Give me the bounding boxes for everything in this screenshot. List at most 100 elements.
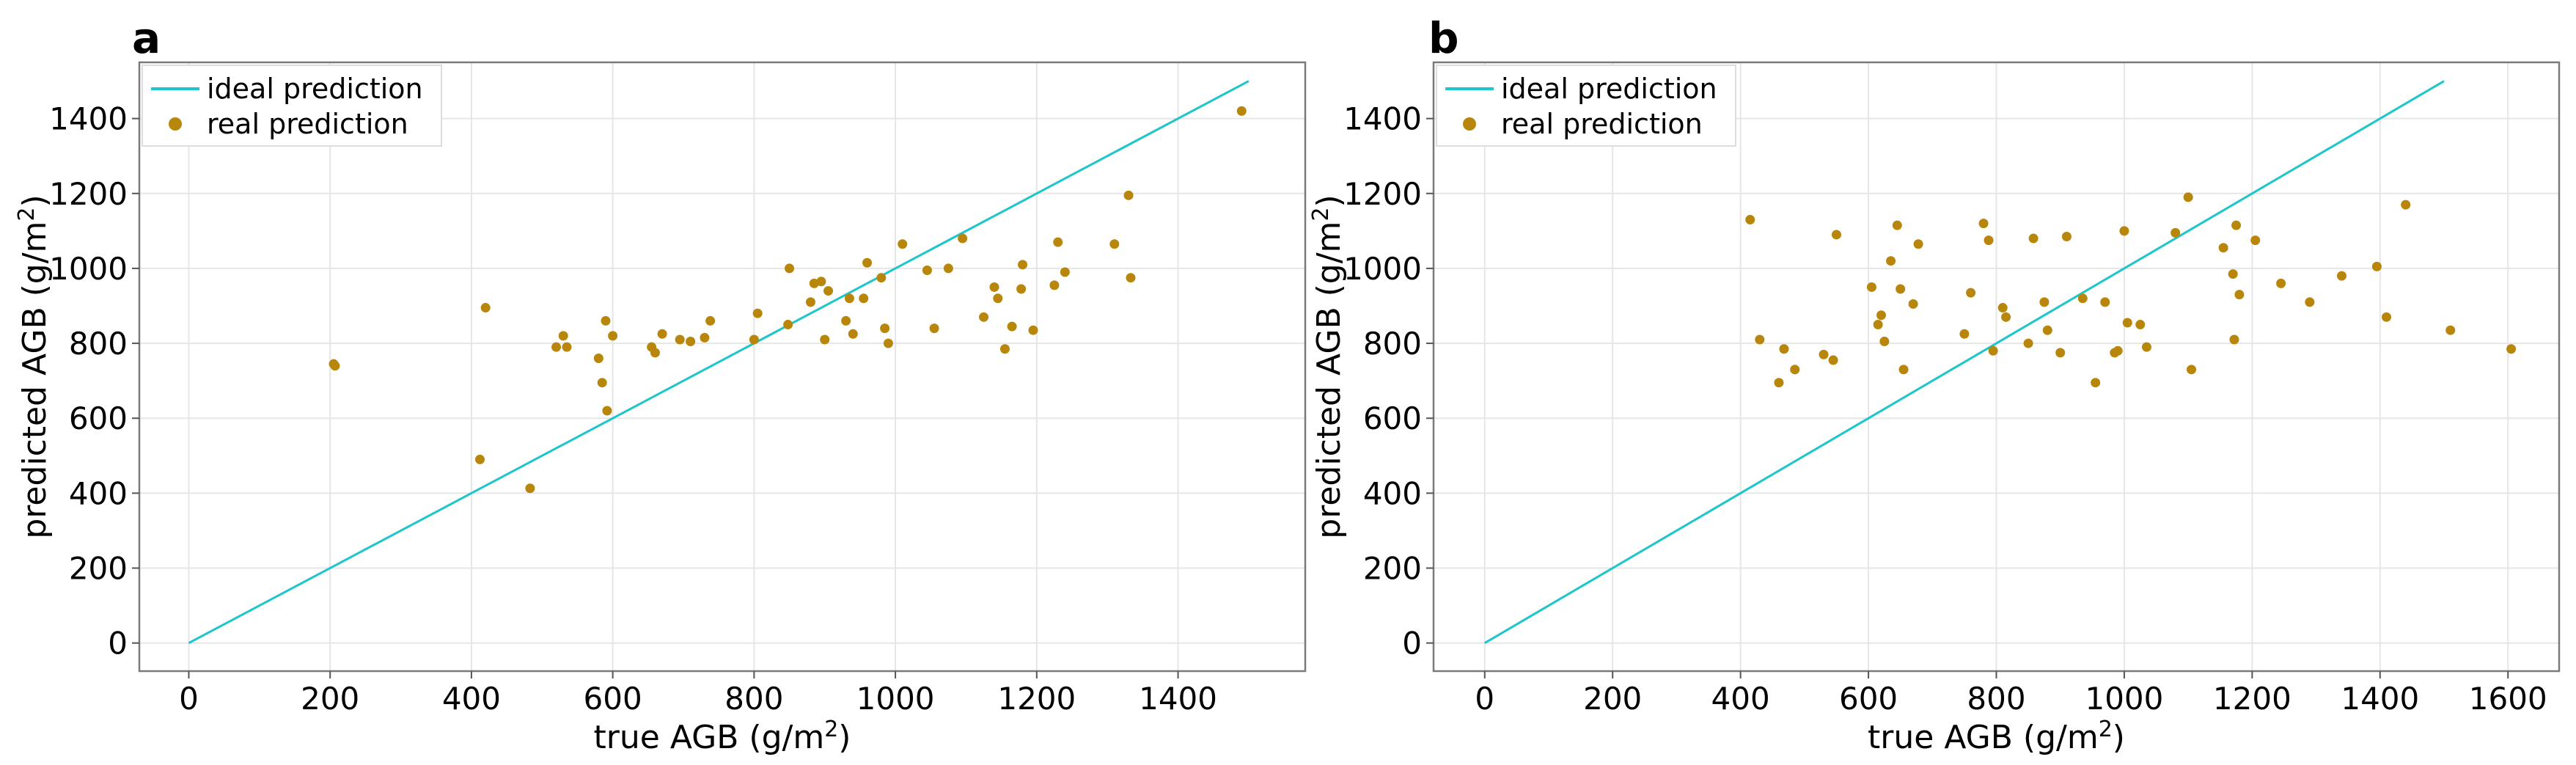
data-point <box>1018 260 1028 270</box>
data-point <box>601 315 611 326</box>
data-point <box>2023 338 2033 348</box>
data-point <box>979 312 989 322</box>
data-point <box>943 263 953 274</box>
data-point <box>993 293 1003 304</box>
data-point <box>1745 215 1755 225</box>
y-tick-label: 200 <box>69 551 128 587</box>
data-point <box>2039 297 2050 307</box>
ideal-prediction-line <box>1484 80 2445 644</box>
data-point <box>1831 230 1841 240</box>
data-point <box>2028 233 2039 244</box>
y-tick-label: 0 <box>108 626 128 662</box>
data-point <box>1959 329 1970 339</box>
data-point <box>1913 239 1923 249</box>
data-point <box>1007 321 1017 332</box>
data-point <box>876 273 887 283</box>
data-point <box>2382 312 2392 322</box>
x-tick-label: 0 <box>179 681 199 717</box>
data-point <box>1988 345 1998 356</box>
data-point <box>1966 288 1976 298</box>
y-tick-label: 600 <box>1363 400 1422 436</box>
legend-box <box>142 65 442 147</box>
data-point <box>2055 348 2066 358</box>
x-tick-label: 400 <box>1711 681 1770 717</box>
x-tick-label: 1400 <box>2341 681 2419 717</box>
data-point <box>848 329 858 339</box>
data-point <box>880 323 890 334</box>
data-point <box>2231 220 2242 230</box>
data-point <box>1828 355 1838 365</box>
data-point <box>749 334 759 345</box>
data-point <box>602 406 612 416</box>
data-point <box>2229 334 2239 345</box>
y-tick-label: 1200 <box>49 176 128 212</box>
data-point <box>330 361 340 371</box>
data-point <box>2276 278 2286 288</box>
data-point <box>686 337 696 347</box>
data-point <box>593 354 603 364</box>
x-tick-label: 1200 <box>997 681 1076 717</box>
x-axis-title: true AGB (g/m2) <box>594 717 851 756</box>
x-tick-label: 400 <box>442 681 501 717</box>
data-point <box>2183 192 2193 202</box>
data-point <box>2141 342 2151 352</box>
data-point <box>650 348 660 358</box>
x-tick-label: 0 <box>1475 681 1494 717</box>
data-point <box>1049 280 1060 290</box>
legend-label-real: real prediction <box>1501 108 1703 140</box>
x-tick-label: 600 <box>584 681 642 717</box>
x-tick-label: 1000 <box>2085 681 2163 717</box>
data-point <box>705 315 716 326</box>
data-point <box>1876 310 1887 321</box>
data-point <box>898 239 908 249</box>
data-point <box>989 282 999 292</box>
data-point <box>675 334 685 345</box>
data-point <box>2371 261 2382 271</box>
data-point <box>2336 271 2346 281</box>
y-tick-label: 800 <box>69 326 128 362</box>
y-tick-label: 0 <box>1402 626 1422 662</box>
data-point <box>2234 290 2245 300</box>
data-point <box>929 323 939 334</box>
data-point <box>700 332 710 343</box>
data-point <box>2218 243 2228 253</box>
data-point <box>1984 235 1994 246</box>
panel-label: a <box>132 13 161 63</box>
data-point <box>1779 344 1789 354</box>
data-point <box>1060 267 1070 277</box>
x-tick-label: 600 <box>1839 681 1898 717</box>
x-tick-label: 1000 <box>856 681 935 717</box>
y-axis-title: predicted AGB (g/m2) <box>1308 194 1348 538</box>
data-point <box>922 265 932 275</box>
data-point <box>816 277 826 287</box>
data-point <box>805 297 815 307</box>
chart-panel-b: b 0 200 400 600 800 1000 1200 1400 1600 0 200 400 600… <box>1308 13 2561 756</box>
data-point <box>859 293 869 304</box>
data-point <box>1016 284 1027 294</box>
data-point <box>2119 226 2129 236</box>
data-point <box>1236 106 1247 116</box>
data-point <box>2228 269 2238 279</box>
data-point <box>2122 318 2132 328</box>
data-point <box>562 342 572 352</box>
data-point <box>1028 325 1038 335</box>
data-point <box>2506 344 2517 354</box>
data-point <box>2042 325 2052 335</box>
y-tick-label: 1200 <box>1343 176 1422 212</box>
x-tick-label: 1200 <box>2213 681 2291 717</box>
x-tick-label: 200 <box>301 681 359 717</box>
data-point <box>1819 349 1829 359</box>
data-point <box>597 378 607 388</box>
y-tick-label: 1000 <box>1343 251 1422 287</box>
data-point <box>1109 239 1120 249</box>
x-tick-label: 1600 <box>2469 681 2547 717</box>
data-point <box>844 293 854 304</box>
data-point <box>1053 237 1063 247</box>
legend-box <box>1436 65 1736 147</box>
y-tick-label: 400 <box>1363 475 1422 511</box>
y-tick-label: 400 <box>69 475 128 511</box>
data-point <box>1879 337 1890 347</box>
data-point <box>2100 297 2110 307</box>
y-axis-title: predicted AGB (g/m2) <box>14 194 54 538</box>
